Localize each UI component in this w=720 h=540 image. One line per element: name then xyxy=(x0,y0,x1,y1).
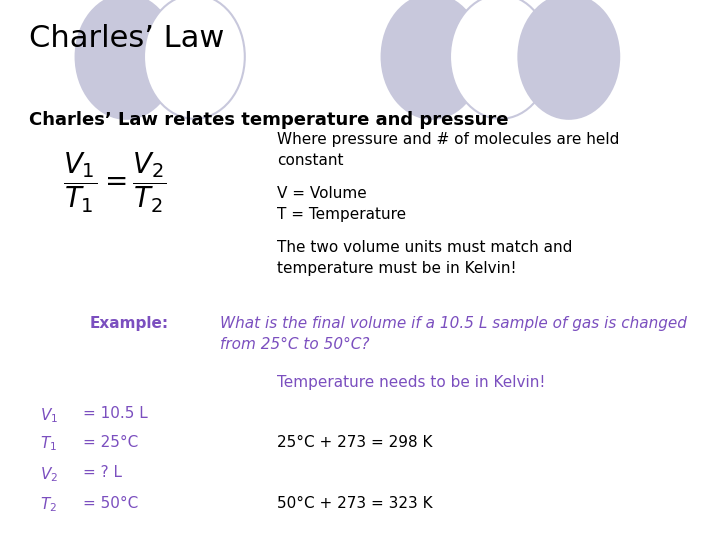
Text: $V_2$: $V_2$ xyxy=(40,465,58,484)
Text: V = Volume
T = Temperature: V = Volume T = Temperature xyxy=(277,186,406,222)
Text: Charles’ Law relates temperature and pressure: Charles’ Law relates temperature and pre… xyxy=(29,111,508,129)
Text: The two volume units must match and
temperature must be in Kelvin!: The two volume units must match and temp… xyxy=(277,240,572,276)
Ellipse shape xyxy=(382,0,482,119)
Ellipse shape xyxy=(450,0,551,119)
Text: Where pressure and # of molecules are held
constant: Where pressure and # of molecules are he… xyxy=(277,132,620,168)
Text: Charles’ Law: Charles’ Law xyxy=(29,24,224,53)
Text: = 10.5 L: = 10.5 L xyxy=(83,406,148,421)
Ellipse shape xyxy=(76,0,176,119)
Text: = 25°C: = 25°C xyxy=(83,435,138,450)
Text: What is the final volume if a 10.5 L sample of gas is changed
from 25°C to 50°C?: What is the final volume if a 10.5 L sam… xyxy=(220,316,686,352)
Text: Temperature needs to be in Kelvin!: Temperature needs to be in Kelvin! xyxy=(277,375,546,390)
Text: $T_1$: $T_1$ xyxy=(40,435,57,454)
Text: 25°C + 273 = 298 K: 25°C + 273 = 298 K xyxy=(277,435,433,450)
Text: $V_1$: $V_1$ xyxy=(40,406,58,425)
Ellipse shape xyxy=(144,0,245,119)
Text: $\dfrac{V_1}{T_1} = \dfrac{V_2}{T_2}$: $\dfrac{V_1}{T_1} = \dfrac{V_2}{T_2}$ xyxy=(63,151,167,215)
Text: 50°C + 273 = 323 K: 50°C + 273 = 323 K xyxy=(277,496,433,511)
Text: = 50°C: = 50°C xyxy=(83,496,138,511)
Text: Example:: Example: xyxy=(90,316,169,331)
Text: = ? L: = ? L xyxy=(83,465,122,481)
Text: $T_2$: $T_2$ xyxy=(40,496,57,515)
Ellipse shape xyxy=(518,0,619,119)
